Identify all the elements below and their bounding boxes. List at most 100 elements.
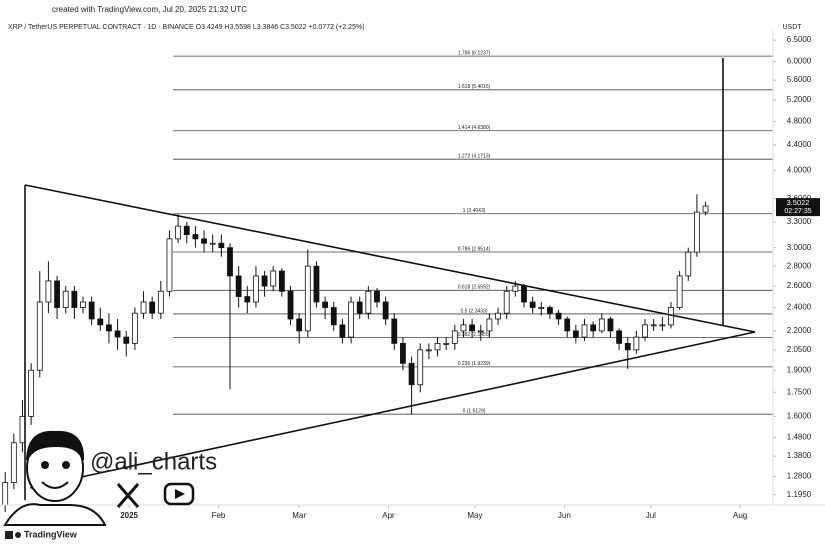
x-tick-label: Apr — [382, 511, 395, 520]
y-tick-label: 1.3800 — [787, 451, 812, 460]
candle-body — [166, 238, 173, 292]
triangle-upper — [24, 184, 756, 333]
candle-body — [555, 312, 562, 320]
candle-body — [114, 330, 121, 338]
candle-body — [88, 301, 95, 320]
candle-body — [676, 275, 683, 308]
y-tick-label: 6.5000 — [787, 35, 812, 44]
candle-body — [434, 342, 441, 351]
last-price: 3.5022 — [787, 198, 810, 207]
candle-body — [123, 336, 130, 344]
fib-label: 0.5 (2.3433) — [461, 308, 488, 314]
candle-body — [503, 290, 510, 314]
y-tick-label: 3.3000 — [787, 217, 812, 226]
candle-body — [28, 369, 35, 417]
candle-body — [547, 307, 553, 314]
candle-body — [486, 318, 493, 332]
y-tick-label: 2.4000 — [787, 303, 812, 312]
y-tick-label: 5.6000 — [787, 75, 812, 84]
candle-body — [296, 318, 303, 332]
candle-body — [201, 238, 207, 244]
y-tick-label: 2.2000 — [787, 326, 812, 335]
axes: 6.5000 6.0000 5.6000 5.2000 4.8000 4.4000 4.00… — [33, 35, 820, 520]
candle-body — [2, 482, 9, 506]
candle-body — [183, 225, 190, 235]
y-tick-label: 1.1950 — [787, 490, 812, 499]
candle-body — [235, 275, 242, 297]
candle-body — [659, 324, 666, 327]
candle-body — [157, 290, 164, 314]
candle-body — [192, 234, 199, 240]
price-badge — [776, 198, 820, 217]
fib-label: 0.786 (2.9514) — [458, 246, 491, 252]
y-tick-label: 4.0000 — [787, 166, 812, 175]
candle-body — [62, 290, 69, 308]
y-tick-label: 3.0000 — [787, 243, 812, 252]
candle-body — [339, 324, 346, 338]
watermark: @ali_charts — [90, 448, 217, 475]
candle-body — [10, 442, 17, 484]
fib-label: 0.382 (2.1455) — [458, 332, 491, 338]
candle-body — [131, 312, 138, 344]
candle-body — [633, 336, 640, 351]
y-tick-label: 2.0500 — [787, 345, 812, 354]
candle-body — [460, 324, 467, 332]
candle-body — [175, 225, 182, 240]
avatar — [3, 430, 107, 526]
candle-body — [382, 301, 389, 320]
candle-body — [71, 290, 78, 308]
candle-body — [356, 301, 363, 314]
x-tick-label: Mar — [292, 511, 306, 520]
brand: TradingView — [24, 529, 78, 539]
candle-body — [598, 318, 605, 332]
candle-body — [313, 265, 320, 303]
candle-body — [227, 247, 233, 277]
candle-body — [270, 270, 277, 287]
candle-body — [278, 270, 285, 292]
candle-body — [374, 290, 380, 303]
candle-body — [642, 324, 648, 338]
candle-body — [54, 280, 60, 308]
candle-body — [80, 301, 86, 308]
candle-body — [149, 301, 156, 314]
candle-body — [140, 301, 147, 314]
candle-body — [322, 301, 329, 308]
candle-body — [529, 301, 536, 308]
candle-body — [97, 318, 104, 326]
candle-body — [365, 290, 372, 314]
candle-body — [408, 362, 415, 386]
y-tick-label: 1.9000 — [787, 365, 812, 374]
countdown: 02:27:35 — [784, 208, 811, 215]
triangle-lower — [29, 331, 756, 489]
fib-label: 0.618 (2.5592) — [458, 285, 491, 291]
candle-body — [417, 349, 424, 386]
candle-body — [581, 324, 588, 338]
candles — [2, 194, 709, 513]
candle-body — [477, 330, 484, 333]
y-tick-label: 1.7500 — [787, 387, 812, 396]
y-tick-label: 1.6000 — [787, 411, 812, 420]
candle-body — [685, 251, 692, 277]
fib-label: 1.618 (5.4015) — [458, 84, 491, 90]
x-tick-label: Feb — [212, 511, 226, 520]
brand-logo — [5, 531, 21, 539]
youtube-icon — [163, 482, 195, 506]
candle-body — [391, 318, 398, 344]
y-tick-label: 6.0000 — [787, 57, 812, 66]
candle-body — [521, 285, 527, 303]
candle-body — [218, 242, 225, 249]
candle-body — [253, 275, 259, 303]
candle-body — [512, 285, 519, 292]
candle-body — [538, 307, 545, 309]
candle-body — [650, 324, 657, 327]
x-icon — [116, 483, 140, 508]
candle-body — [451, 330, 458, 344]
created-note: created with TradingView.com, Jul 20, 20… — [52, 5, 247, 14]
candle-body — [425, 349, 432, 352]
candle-body — [495, 312, 501, 320]
fib-label: 1 (3.4043) — [463, 208, 486, 214]
candle-body — [607, 318, 614, 332]
candle-body — [590, 324, 597, 332]
